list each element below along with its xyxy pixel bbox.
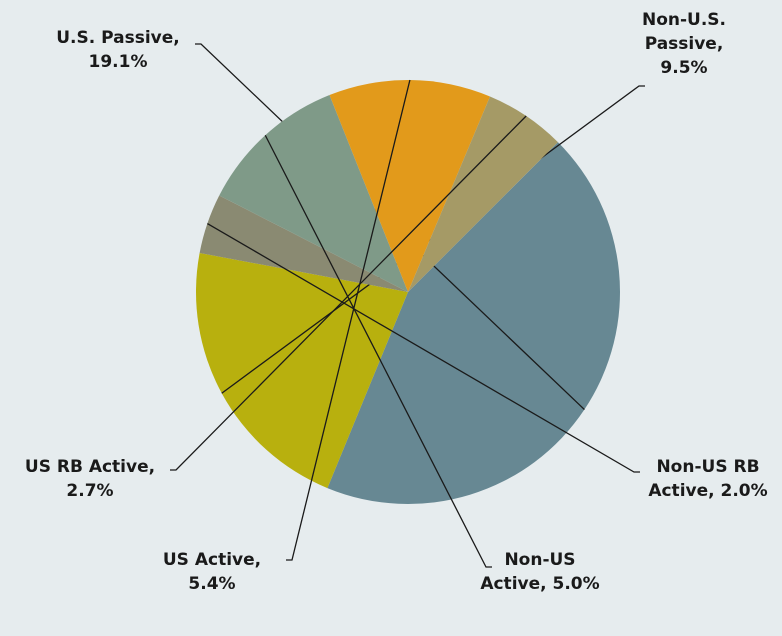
data-label: US Active, bbox=[163, 550, 261, 570]
data-label: 19.1% bbox=[89, 52, 148, 72]
pie-slice bbox=[408, 96, 558, 293]
leader-line bbox=[221, 85, 645, 394]
leader-line bbox=[264, 134, 492, 568]
leader-line bbox=[207, 222, 640, 473]
data-label: Passive, bbox=[645, 34, 724, 54]
pie-slice bbox=[219, 95, 408, 292]
pie-slice bbox=[199, 195, 408, 292]
data-label: U.S. Passive, bbox=[56, 28, 180, 48]
leader-line bbox=[170, 115, 527, 471]
data-label: Non-U.S. bbox=[642, 10, 726, 30]
data-label: US RB Active, bbox=[25, 457, 155, 477]
data-label: 5.4% bbox=[188, 574, 235, 594]
data-label: Non-US bbox=[504, 550, 575, 570]
data-label: Active, 5.0% bbox=[480, 574, 599, 594]
data-label: Non-US RB bbox=[656, 457, 759, 477]
data-label: 9.5% bbox=[660, 58, 707, 78]
pie-slice bbox=[327, 142, 620, 504]
data-label: 2.7% bbox=[66, 481, 113, 501]
pie-slice bbox=[329, 80, 491, 293]
data-label: Active, 2.0% bbox=[648, 481, 767, 501]
leader-line bbox=[286, 79, 411, 561]
leader-line bbox=[195, 43, 585, 411]
